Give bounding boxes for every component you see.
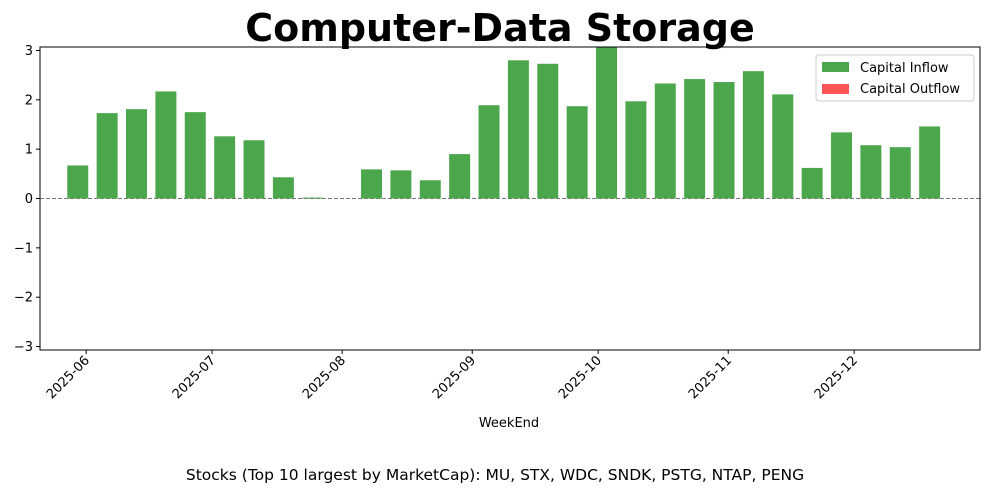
bar-capital-inflow-2025-09-05 [478, 105, 500, 199]
x-tick-label: 2025-08 [300, 353, 349, 402]
x-tick-label: 2025-07 [170, 353, 219, 402]
y-tick-label: −3 [14, 340, 33, 355]
bar-capital-inflow-2025-09-19 [537, 63, 559, 199]
bar-capital-inflow-2025-10-24 [684, 79, 706, 199]
x-tick-label: 2025-10 [556, 353, 605, 402]
bar-capital-inflow-2025-09-12 [507, 60, 529, 199]
bar-capital-inflow-2025-08-22 [419, 180, 441, 199]
bar-capital-inflow-2025-08-08 [361, 169, 383, 199]
bar-capital-inflow-2025-11-07 [742, 71, 764, 199]
bar-capital-inflow-2025-11-21 [801, 167, 823, 199]
legend-swatch-capital-inflow [822, 62, 849, 72]
bar-capital-inflow-2025-12-05 [860, 145, 882, 199]
x-tick-label: 2025-11 [686, 353, 735, 402]
y-tick-label: 2 [25, 93, 33, 108]
bar-capital-inflow-2025-08-29 [449, 154, 471, 199]
bar-capital-inflow-2025-07-25 [302, 197, 324, 199]
bar-capital-inflow-2025-06-06 [96, 113, 118, 199]
legend-label-capital-outflow: Capital Outflow [860, 82, 960, 97]
chart-title: Computer-Data Storage [245, 6, 755, 50]
bar-capital-inflow-2025-12-12 [889, 147, 911, 199]
bar-capital-inflow-2025-07-18 [272, 177, 294, 199]
bar-capital-inflow-2025-06-13 [126, 109, 148, 199]
y-tick-label: 3 [25, 44, 33, 59]
y-tick-label: −2 [14, 291, 33, 306]
x-tick-label: 2025-12 [812, 353, 861, 402]
legend-label-capital-inflow: Capital Inflow [860, 61, 949, 76]
bar-capital-inflow-2025-07-04 [214, 136, 236, 199]
bar-capital-inflow-2025-05-30 [67, 165, 89, 199]
bar-capital-inflow-2025-12-19 [919, 126, 941, 199]
bar-capital-inflow-2025-10-03 [596, 47, 618, 199]
x-tick-label: 2025-06 [44, 353, 93, 402]
legend-swatch-capital-outflow [822, 84, 849, 94]
bar-capital-inflow-2025-10-31 [713, 82, 735, 199]
legend-box [815, 54, 975, 102]
legend: Capital Inflow Capital Outflow [815, 54, 975, 102]
bar-capital-inflow-2025-09-26 [566, 106, 588, 199]
bar-capital-inflow-2025-11-14 [772, 94, 794, 199]
y-tick-label: 0 [25, 192, 33, 207]
y-tick-label: 1 [25, 143, 33, 158]
bar-capital-inflow-2025-11-28 [831, 132, 853, 199]
x-tick-label: 2025-09 [430, 353, 479, 402]
bar-capital-inflow-2025-10-17 [654, 83, 676, 199]
x-axis-label: WeekEnd [479, 416, 539, 431]
bar-capital-inflow-2025-08-15 [390, 170, 412, 199]
bar-capital-inflow-2025-06-27 [184, 112, 206, 199]
bar-capital-inflow-2025-06-20 [155, 91, 177, 199]
bar-capital-inflow-2025-07-11 [243, 140, 265, 199]
bar-capital-inflow-2025-10-10 [625, 101, 647, 199]
footnote: Stocks (Top 10 largest by MarketCap): MU… [185, 466, 805, 484]
y-tick-label: −1 [14, 241, 33, 256]
